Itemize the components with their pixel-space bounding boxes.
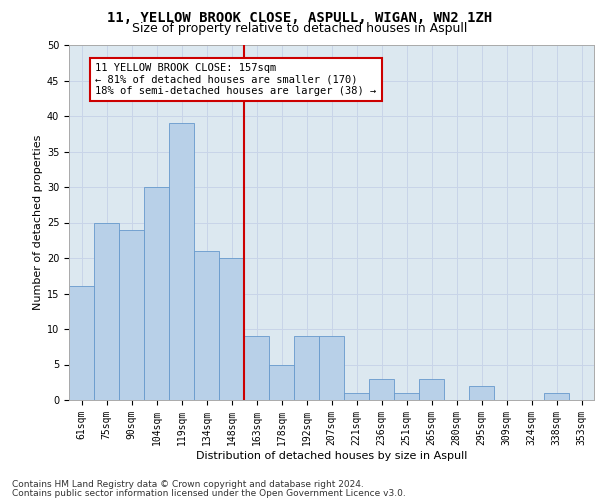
Bar bbox=[294, 336, 319, 400]
Bar bbox=[369, 378, 394, 400]
Bar bbox=[94, 222, 119, 400]
Bar bbox=[544, 393, 569, 400]
Bar bbox=[194, 251, 219, 400]
Bar bbox=[144, 187, 169, 400]
Bar bbox=[169, 123, 194, 400]
Bar bbox=[244, 336, 269, 400]
Bar bbox=[469, 386, 494, 400]
Bar bbox=[319, 336, 344, 400]
Text: Size of property relative to detached houses in Aspull: Size of property relative to detached ho… bbox=[133, 22, 467, 35]
Bar bbox=[344, 393, 369, 400]
Bar bbox=[394, 393, 419, 400]
Bar bbox=[69, 286, 94, 400]
Bar bbox=[219, 258, 244, 400]
Text: Contains public sector information licensed under the Open Government Licence v3: Contains public sector information licen… bbox=[12, 489, 406, 498]
Bar bbox=[119, 230, 144, 400]
Text: 11, YELLOW BROOK CLOSE, ASPULL, WIGAN, WN2 1ZH: 11, YELLOW BROOK CLOSE, ASPULL, WIGAN, W… bbox=[107, 11, 493, 25]
Y-axis label: Number of detached properties: Number of detached properties bbox=[32, 135, 43, 310]
Bar bbox=[419, 378, 444, 400]
Bar bbox=[269, 364, 294, 400]
Text: Contains HM Land Registry data © Crown copyright and database right 2024.: Contains HM Land Registry data © Crown c… bbox=[12, 480, 364, 489]
Text: 11 YELLOW BROOK CLOSE: 157sqm
← 81% of detached houses are smaller (170)
18% of : 11 YELLOW BROOK CLOSE: 157sqm ← 81% of d… bbox=[95, 63, 377, 96]
X-axis label: Distribution of detached houses by size in Aspull: Distribution of detached houses by size … bbox=[196, 450, 467, 460]
